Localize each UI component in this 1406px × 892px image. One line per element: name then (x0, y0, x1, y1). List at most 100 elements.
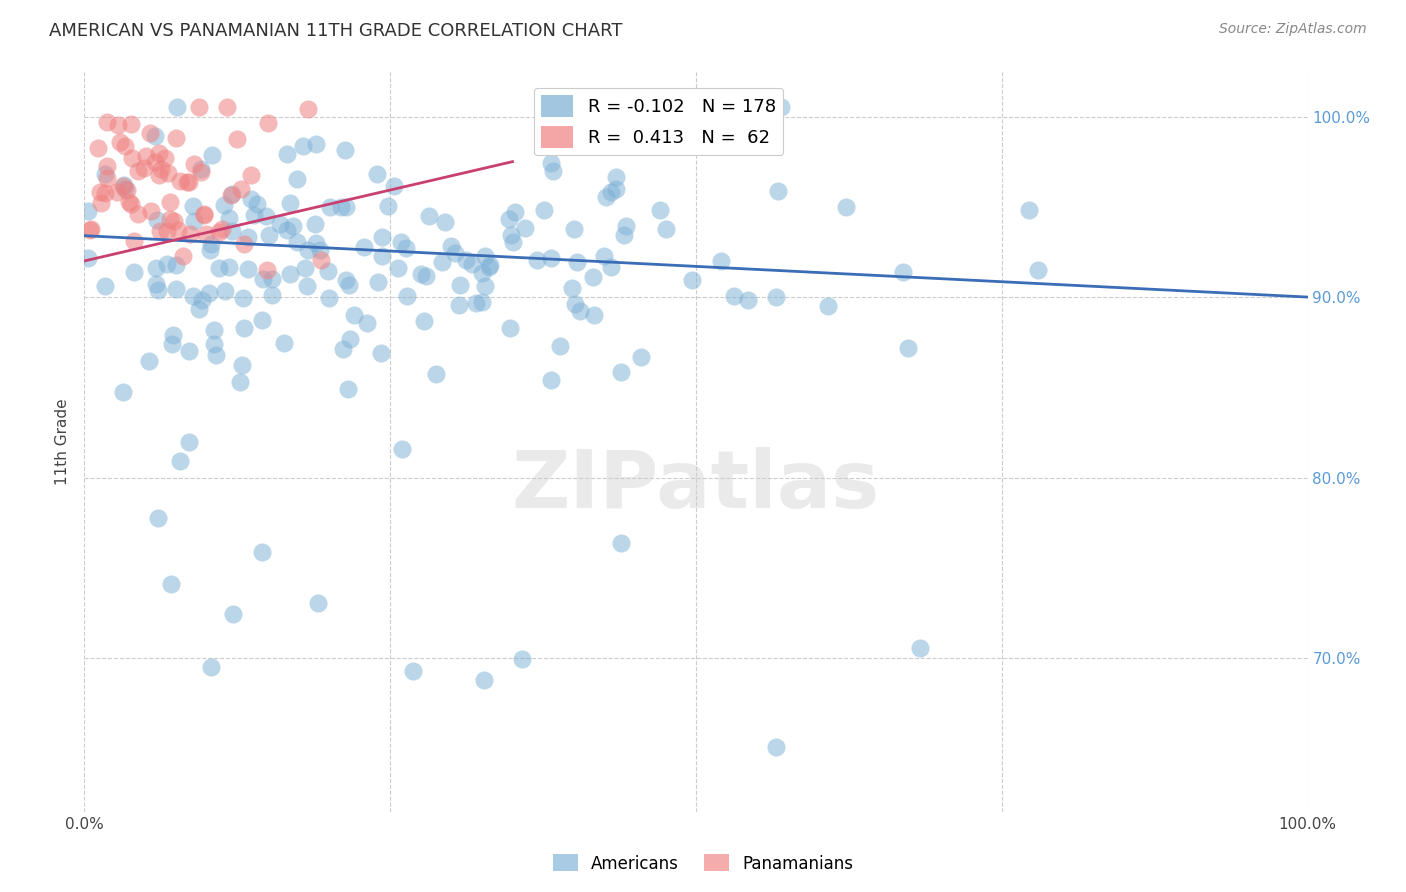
Point (208, 225, 231, 239)
Point (146, 213, 169, 227)
Point (96, 171, 118, 186)
Point (165, 131, 187, 145)
Point (456, 252, 478, 267)
Point (605, 182, 627, 196)
Point (502, 235, 524, 249)
Point (112, 178, 135, 193)
Point (304, 217, 326, 231)
Point (198, 285, 221, 300)
Legend: R = -0.102   N = 178, R =  0.413   N =  62: R = -0.102 N = 178, R = 0.413 N = 62 (534, 87, 783, 155)
Point (93, 186, 115, 201)
Point (222, 607, 245, 621)
Point (276, 147, 298, 161)
Point (595, 190, 617, 204)
Point (163, 214, 186, 228)
Point (89, 185, 111, 199)
Point (96, 115, 118, 129)
Point (1028, 262, 1050, 277)
Point (127, 207, 149, 221)
Point (146, 510, 169, 524)
Point (181, 199, 204, 213)
Point (239, 192, 262, 206)
Point (276, 223, 298, 237)
Point (278, 267, 301, 281)
Point (150, 162, 173, 177)
Point (167, 223, 190, 237)
Point (592, 250, 614, 264)
Point (382, 179, 405, 194)
Point (143, 155, 166, 169)
Point (80, 222, 103, 236)
Point (135, 148, 157, 162)
Point (336, 382, 359, 396)
Point (231, 358, 253, 372)
Point (212, 198, 235, 212)
Point (568, 304, 591, 318)
Point (190, 164, 212, 178)
Point (165, 259, 187, 273)
Point (115, 183, 138, 197)
Point (166, 100, 188, 114)
Point (477, 260, 499, 275)
Point (614, 219, 637, 233)
Point (682, 273, 704, 287)
Point (269, 217, 291, 231)
Point (233, 320, 256, 334)
Point (79, 222, 101, 236)
Point (77, 251, 100, 265)
Point (655, 222, 678, 236)
Point (278, 196, 301, 211)
Point (257, 116, 280, 130)
Point (370, 346, 392, 360)
Point (605, 169, 627, 184)
Point (120, 117, 142, 131)
Point (191, 293, 214, 307)
Point (246, 197, 269, 211)
Point (402, 665, 425, 679)
Point (335, 200, 357, 214)
Point (474, 249, 496, 263)
Point (90, 196, 112, 211)
Point (447, 298, 470, 312)
Point (723, 289, 745, 303)
Point (256, 263, 278, 277)
Point (114, 139, 136, 153)
Point (76, 204, 98, 219)
Point (297, 103, 319, 117)
Point (395, 289, 418, 303)
Point (471, 295, 494, 310)
Point (148, 168, 170, 182)
Point (305, 137, 328, 152)
Point (737, 293, 759, 308)
Point (291, 138, 314, 153)
Point (160, 577, 183, 591)
Point (600, 260, 623, 275)
Point (250, 545, 273, 559)
Point (330, 200, 353, 214)
Point (232, 291, 254, 305)
Point (149, 224, 172, 238)
Point (377, 199, 399, 213)
Point (188, 302, 211, 317)
Point (548, 339, 571, 353)
Point (250, 313, 273, 327)
Point (200, 660, 222, 674)
Point (503, 204, 526, 219)
Point (111, 385, 134, 400)
Point (891, 265, 914, 279)
Point (318, 291, 340, 305)
Point (148, 283, 170, 297)
Point (148, 145, 170, 160)
Point (214, 284, 236, 298)
Point (285, 172, 308, 186)
Point (817, 299, 839, 313)
Point (221, 224, 243, 238)
Point (159, 194, 181, 209)
Point (461, 257, 484, 271)
Point (387, 261, 409, 276)
Point (194, 227, 217, 241)
Point (252, 272, 274, 286)
Point (540, 373, 562, 387)
Point (765, 740, 787, 755)
Point (285, 235, 308, 250)
